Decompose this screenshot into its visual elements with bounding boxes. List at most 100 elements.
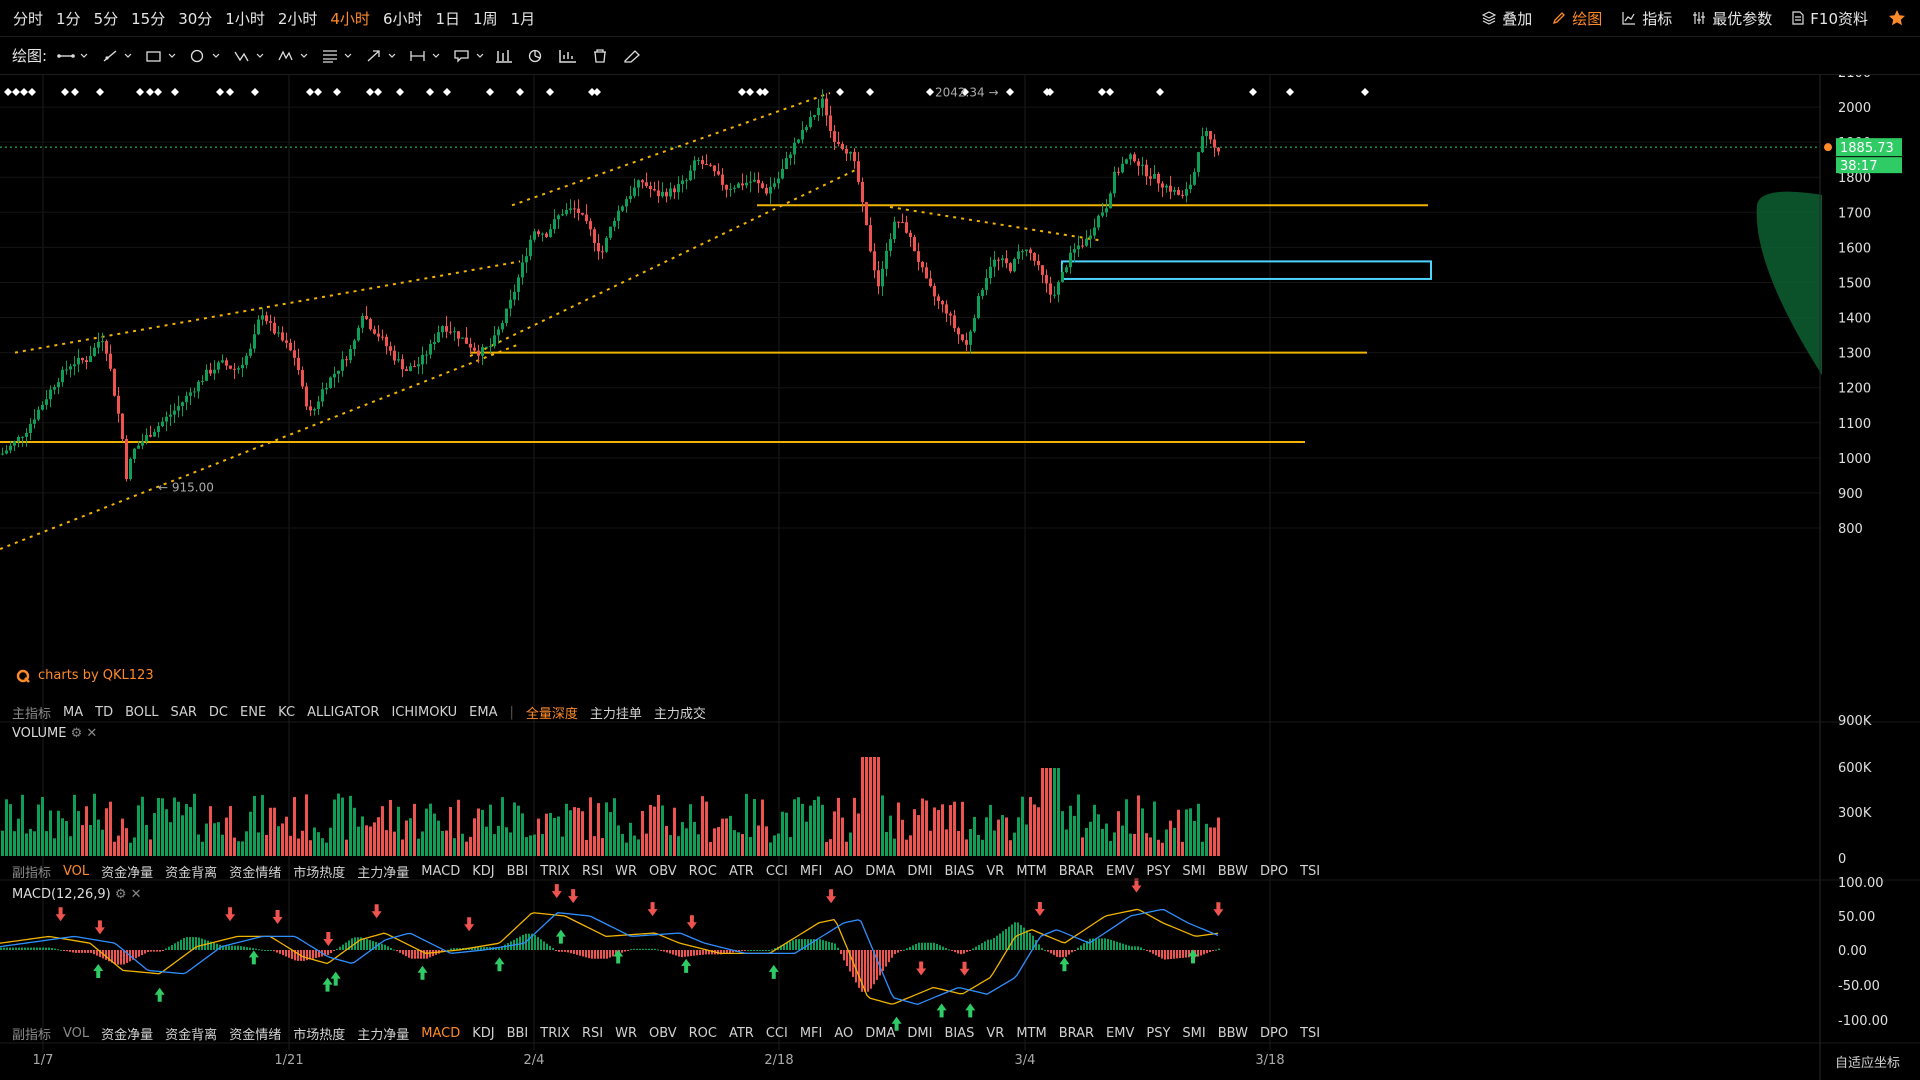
circle-tool-icon[interactable] bbox=[189, 49, 223, 63]
sub-indicator-3[interactable]: 资金背离 bbox=[165, 1027, 218, 1043]
arrow-tool-icon[interactable] bbox=[365, 49, 399, 63]
sub-indicator-25[interactable]: EMV bbox=[1106, 1025, 1135, 1041]
tf-1h[interactable]: 1小时 bbox=[225, 9, 265, 28]
volume-settings-icon[interactable]: ⚙ bbox=[70, 726, 83, 741]
sub-indicator-9[interactable]: BBI bbox=[506, 1025, 529, 1041]
pie-tool-icon[interactable] bbox=[527, 49, 545, 63]
best-params-button[interactable]: 最优参数 bbox=[1692, 8, 1772, 29]
trash-icon[interactable] bbox=[591, 48, 609, 63]
sub-indicator-12[interactable]: WR bbox=[615, 863, 637, 879]
sub-indicator-7[interactable]: MACD bbox=[421, 1025, 461, 1041]
mi-sar[interactable]: SAR bbox=[170, 704, 197, 720]
sub-indicator-1[interactable]: VOL bbox=[63, 863, 90, 879]
sub-indicator-25[interactable]: EMV bbox=[1106, 863, 1135, 879]
sub-indicator-7[interactable]: MACD bbox=[421, 863, 461, 879]
rectangle-tool-icon[interactable] bbox=[145, 49, 179, 63]
sub-indicator-20[interactable]: DMI bbox=[907, 1025, 933, 1041]
wave-tool-icon[interactable] bbox=[277, 49, 311, 63]
eraser-icon[interactable] bbox=[623, 49, 641, 63]
segment-tool-icon[interactable] bbox=[57, 49, 91, 63]
sub-indicator-2[interactable]: 资金净量 bbox=[101, 1027, 154, 1043]
tf-15min[interactable]: 15分 bbox=[131, 9, 166, 28]
sub-indicator-18[interactable]: AO bbox=[834, 1025, 854, 1041]
tf-1mon[interactable]: 1月 bbox=[510, 9, 536, 28]
sub-indicator-30[interactable]: TSI bbox=[1300, 863, 1321, 879]
sub-indicator-2[interactable]: 资金净量 bbox=[101, 865, 154, 881]
sub-indicator-23[interactable]: MTM bbox=[1016, 863, 1047, 879]
sub-indicator-12[interactable]: WR bbox=[615, 1025, 637, 1041]
sub-indicator-24[interactable]: BRAR bbox=[1058, 1025, 1095, 1041]
mi-alligator[interactable]: ALLIGATOR bbox=[307, 704, 380, 720]
sub-indicator-17[interactable]: MFI bbox=[799, 863, 823, 879]
sub-indicator-3[interactable]: 资金背离 bbox=[165, 865, 218, 881]
overlay-button[interactable]: 叠加 bbox=[1482, 8, 1532, 29]
comment-tool-icon[interactable] bbox=[453, 49, 487, 63]
sub-indicator-30[interactable]: TSI bbox=[1300, 1025, 1321, 1041]
sub-indicator-21[interactable]: BIAS bbox=[944, 863, 975, 879]
macd-settings-icon[interactable]: ⚙ bbox=[114, 887, 127, 902]
sub-indicator-10[interactable]: TRIX bbox=[540, 863, 570, 879]
mi-kc[interactable]: KC bbox=[278, 704, 296, 720]
fibonacci-tool-icon[interactable] bbox=[321, 49, 355, 63]
sub-indicator-17[interactable]: MFI bbox=[799, 1025, 823, 1041]
tf-1d[interactable]: 1日 bbox=[435, 9, 461, 28]
tf-2h[interactable]: 2小时 bbox=[277, 9, 318, 28]
mi-ichimoku[interactable]: ICHIMOKU bbox=[391, 704, 458, 720]
autofit-button[interactable]: 自适应坐标 bbox=[1834, 1056, 1900, 1071]
sub-indicator-21[interactable]: BIAS bbox=[944, 1025, 975, 1041]
sub-indicator-16[interactable]: CCI bbox=[765, 863, 788, 879]
sub-indicator-16[interactable]: CCI bbox=[765, 1025, 788, 1041]
sub-indicator-6[interactable]: 主力净量 bbox=[357, 1027, 410, 1043]
mi-full-depth[interactable]: 全量深度 bbox=[525, 706, 578, 722]
sub-indicator-5[interactable]: 市场热度 bbox=[293, 1027, 346, 1043]
sub-indicator-11[interactable]: RSI bbox=[581, 1025, 604, 1041]
star-icon[interactable] bbox=[1888, 9, 1906, 27]
sub-indicator-14[interactable]: ROC bbox=[688, 863, 717, 879]
sub-indicator-6[interactable]: 主力净量 bbox=[357, 865, 410, 881]
sub-indicator-15[interactable]: ATR bbox=[728, 863, 754, 879]
sub-indicator-27[interactable]: SMI bbox=[1182, 863, 1206, 879]
sub-indicator-29[interactable]: DPO bbox=[1259, 863, 1289, 879]
indicator-button[interactable]: 指标 bbox=[1622, 8, 1672, 29]
mi-main-orders[interactable]: 主力挂单 bbox=[589, 706, 642, 722]
sub-indicator-19[interactable]: DMA bbox=[865, 863, 896, 879]
sub-indicator-23[interactable]: MTM bbox=[1016, 1025, 1047, 1041]
sub-indicator-8[interactable]: KDJ bbox=[472, 863, 495, 879]
sub-indicator-5[interactable]: 市场热度 bbox=[293, 865, 346, 881]
mi-main-trades[interactable]: 主力成交 bbox=[653, 706, 706, 722]
sub-indicator-4[interactable]: 资金情绪 bbox=[229, 1027, 282, 1043]
sub-indicator-20[interactable]: DMI bbox=[907, 863, 933, 879]
pattern-tool-icon[interactable] bbox=[233, 49, 267, 63]
tf-30min[interactable]: 30分 bbox=[178, 9, 213, 28]
sub-indicator-11[interactable]: RSI bbox=[581, 863, 604, 879]
mi-ema[interactable]: EMA bbox=[469, 704, 498, 720]
sub-indicator-19[interactable]: DMA bbox=[865, 1025, 896, 1041]
sub-indicator-10[interactable]: TRIX bbox=[540, 1025, 570, 1041]
sub-indicator-1[interactable]: VOL bbox=[63, 1025, 90, 1041]
volume-close-icon[interactable]: ✕ bbox=[86, 726, 98, 741]
tf-fenshi[interactable]: 分时 bbox=[13, 9, 44, 28]
tf-6h[interactable]: 6小时 bbox=[382, 9, 423, 28]
sub-indicator-28[interactable]: BBW bbox=[1217, 1025, 1248, 1041]
sub-indicator-22[interactable]: VR bbox=[986, 1025, 1005, 1041]
histogram-tool-icon[interactable] bbox=[559, 49, 577, 63]
sub-indicator-9[interactable]: BBI bbox=[506, 863, 529, 879]
sub-indicator-28[interactable]: BBW bbox=[1217, 863, 1248, 879]
sub-indicator-27[interactable]: SMI bbox=[1182, 1025, 1206, 1041]
measure-tool-icon[interactable] bbox=[409, 49, 443, 63]
tf-1min[interactable]: 1分 bbox=[56, 9, 81, 28]
sub-indicator-8[interactable]: KDJ bbox=[472, 1025, 495, 1041]
sub-indicator-26[interactable]: PSY bbox=[1146, 1025, 1171, 1041]
sub-indicator-29[interactable]: DPO bbox=[1259, 1025, 1289, 1041]
mi-ene[interactable]: ENE bbox=[240, 704, 267, 720]
sub-indicator-15[interactable]: ATR bbox=[728, 1025, 754, 1041]
draw-button[interactable]: 绘图 bbox=[1552, 8, 1602, 29]
tf-5min[interactable]: 5分 bbox=[93, 9, 119, 28]
mi-td[interactable]: TD bbox=[95, 704, 114, 720]
sub-indicator-14[interactable]: ROC bbox=[688, 1025, 717, 1041]
sub-indicator-4[interactable]: 资金情绪 bbox=[229, 865, 282, 881]
sub-indicator-18[interactable]: AO bbox=[834, 863, 854, 879]
mi-ma[interactable]: MA bbox=[63, 704, 84, 720]
sub-indicator-13[interactable]: OBV bbox=[648, 863, 677, 879]
ray-tool-icon[interactable] bbox=[101, 49, 135, 63]
